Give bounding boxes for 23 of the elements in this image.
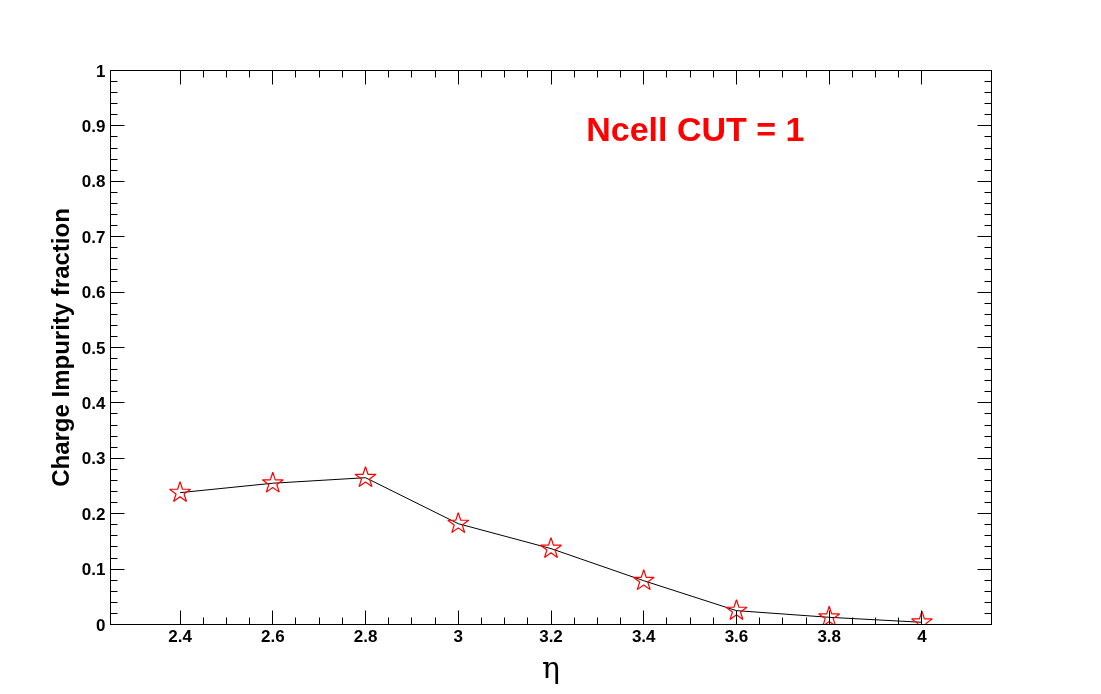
x-tick-label: 3.8	[817, 626, 842, 646]
x-tick-label: 2.4	[168, 626, 193, 646]
y-axis-title: Charge Impurity fraction	[46, 208, 74, 487]
y-tick-label: 0.6	[81, 283, 106, 303]
y-tick-label: 0.1	[81, 560, 106, 580]
x-tick-label: 3.6	[724, 626, 749, 646]
y-tick-label: 0.5	[81, 338, 106, 358]
y-tick-label: 0.8	[81, 172, 106, 192]
y-tick-label: 0.3	[81, 449, 106, 469]
y-tick-label: 0.4	[81, 393, 107, 413]
y-tick-label: 0.9	[81, 116, 106, 136]
y-tick-label: 0	[96, 615, 106, 635]
y-tick-label: 0.7	[81, 227, 106, 247]
x-tick-label: 3.4	[631, 626, 657, 646]
x-axis-title: η	[542, 649, 560, 685]
x-tick-label: 3.2	[539, 626, 563, 646]
y-tick-label: 1	[96, 61, 106, 81]
x-tick-label: 4	[917, 626, 928, 646]
x-tick-label: 2.6	[260, 626, 285, 646]
x-tick-label: 2.8	[353, 626, 378, 646]
y-tick-label: 0.2	[81, 504, 106, 524]
x-tick-label: 3	[453, 626, 463, 646]
annotation: Ncell CUT = 1	[586, 110, 805, 149]
